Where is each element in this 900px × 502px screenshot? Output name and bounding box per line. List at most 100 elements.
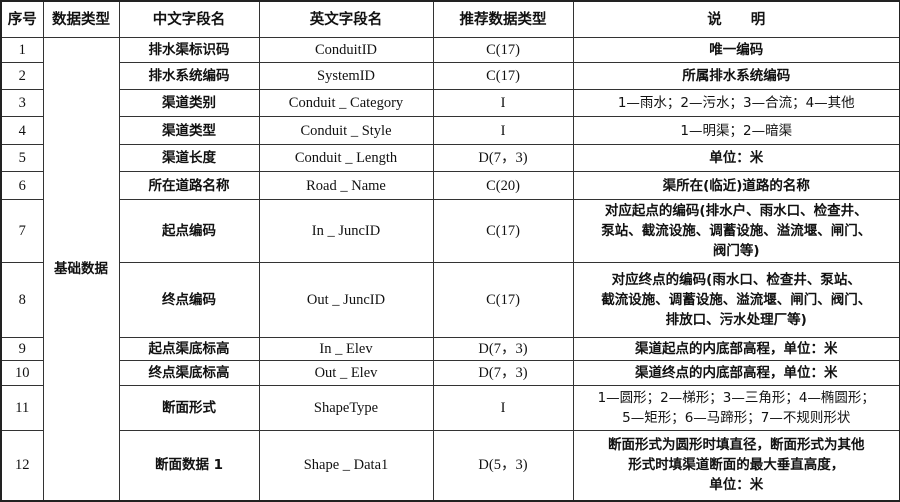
- row-number: 11: [0, 385, 44, 431]
- row-number: 4: [0, 116, 44, 145]
- chinese-field-name: 终点编码: [118, 262, 260, 338]
- description-line: 1—明渠；2—暗渠: [680, 122, 793, 139]
- recommended-data-type: D(7，3): [432, 337, 574, 361]
- table-row: 7 起点编码 In _ JuncID C(17) 对应起点的编码(排水户、雨水口、检查井…: [0, 199, 900, 263]
- description: 1—圆形；2—梯形；3—三角形；4—椭圆形； 5—矩形；6—马蹄形；7—不规则形状: [572, 385, 900, 431]
- description-line: 渠所在(临近)道路的名称: [662, 177, 810, 194]
- english-field-name: Shape _ Data1: [258, 430, 434, 501]
- description-line: 5—矩形；6—马蹄形；7—不规则形状: [622, 410, 851, 426]
- description-line: 所属排水系统编码: [682, 68, 791, 84]
- row-number: 3: [0, 89, 44, 117]
- description-line: 对应终点的编码(雨水口、检查井、泵站、: [611, 272, 861, 288]
- description: 渠道起点的内底部高程，单位：米: [572, 337, 900, 361]
- chinese-field-name: 渠道长度: [118, 144, 260, 172]
- description-line: 1—雨水；2—污水；3—合流；4—其他: [617, 95, 855, 111]
- chinese-field-name: 所在道路名称: [118, 171, 260, 200]
- description-line: 排放口、污水处理厂等): [665, 312, 807, 328]
- description-line: 阀门等): [712, 243, 760, 259]
- recommended-data-type: I: [432, 89, 574, 117]
- description: 唯一编码: [572, 37, 900, 63]
- recommended-data-type: C(17): [432, 37, 574, 63]
- chinese-field-name: 渠道类型: [118, 116, 260, 145]
- header-description: 说 明: [572, 0, 900, 38]
- description: 1—雨水；2—污水；3—合流；4—其他: [572, 89, 900, 117]
- description: 渠所在(临近)道路的名称: [572, 171, 900, 200]
- chinese-field-name: 起点编码: [118, 199, 260, 263]
- english-field-name: Road _ Name: [258, 171, 434, 200]
- english-field-name: In _ JuncID: [258, 199, 434, 263]
- table-row: 2 排水系统编码 SystemID C(17) 所属排水系统编码: [0, 62, 900, 90]
- description: 对应终点的编码(雨水口、检查井、泵站、 截流设施、调蓄设施、溢流堰、闸门、阀门、排…: [572, 262, 900, 338]
- description-line: 形式时填渠道断面的最大垂直高度，: [628, 457, 845, 474]
- chinese-field-name: 起点渠底标高: [118, 337, 260, 361]
- description: 单位：米: [572, 144, 900, 172]
- english-field-name: Out _ JuncID: [258, 262, 434, 338]
- row-number: 7: [0, 199, 44, 263]
- recommended-data-type: C(17): [432, 262, 574, 338]
- header-en-name: 英文字段名: [258, 0, 434, 38]
- english-field-name: ShapeType: [258, 385, 434, 431]
- table-row: 8 终点编码 Out _ JuncID C(17) 对应终点的编码(雨水口、检查井、泵站…: [0, 262, 900, 338]
- english-field-name: Conduit _ Style: [258, 116, 434, 145]
- english-field-name: Conduit _ Category: [258, 89, 434, 117]
- description-line: 泵站、截流设施、调蓄设施、溢流堰、闸门、: [601, 223, 872, 239]
- description-line: 1—圆形；2—梯形；3—三角形；4—椭圆形；: [597, 390, 875, 406]
- table-row: 12 断面数据 1 Shape _ Data1 D(5，3) 断面形式为圆形时填直径，断…: [0, 430, 900, 501]
- recommended-data-type: C(17): [432, 62, 574, 90]
- header-cn-name: 中文字段名: [118, 0, 260, 38]
- description-line: 渠道终点的内底部高程，单位：米: [635, 365, 838, 381]
- recommended-data-type: I: [432, 385, 574, 431]
- description: 1—明渠；2—暗渠: [572, 116, 900, 145]
- description: 对应起点的编码(排水户、雨水口、检查井、 泵站、截流设施、调蓄设施、溢流堰、闸门、…: [572, 199, 900, 263]
- row-number: 1: [0, 37, 44, 63]
- description-line: 断面形式为圆形时填直径，断面形式为其他: [608, 437, 865, 454]
- chinese-field-name: 渠道类别: [118, 89, 260, 117]
- description-line: 单位：米: [709, 150, 764, 166]
- chinese-field-name: 排水系统编码: [118, 62, 260, 90]
- chinese-field-name: 断面数据 1: [118, 430, 260, 501]
- header-row: 序号 数据类型 中文字段名 英文字段名 推荐数据类型 说 明: [0, 0, 900, 38]
- recommended-data-type: D(5，3): [432, 430, 574, 501]
- table-row: 1 基础数据 排水渠标识码 ConduitID C(17) 唯一编码: [0, 37, 900, 501]
- english-field-name: Out _ Elev: [258, 360, 434, 386]
- row-number: 12: [0, 430, 44, 501]
- description: 渠道终点的内底部高程，单位：米: [572, 360, 900, 386]
- header-data-type: 数据类型: [42, 0, 120, 38]
- row-number: 5: [0, 144, 44, 172]
- description: 断面形式为圆形时填直径，断面形式为其他 形式时填渠道断面的最大垂直高度， 单位：米: [572, 430, 900, 501]
- english-field-name: Conduit _ Length: [258, 144, 434, 172]
- table-row: 9 起点渠底标高 In _ Elev D(7，3) 渠道起点的内底部高程，单位：米: [0, 337, 900, 361]
- row-number: 6: [0, 171, 44, 200]
- description-line: 唯一编码: [709, 42, 764, 58]
- chinese-field-name: 排水渠标识码: [118, 37, 260, 63]
- recommended-data-type: D(7，3): [432, 360, 574, 386]
- english-field-name: ConduitID: [258, 37, 434, 63]
- table-row: 11 断面形式 ShapeType I 1—圆形；2—梯形；3—三角形；4—椭圆形； 5—…: [0, 385, 900, 431]
- recommended-data-type: I: [432, 116, 574, 145]
- row-number: 9: [0, 337, 44, 361]
- description-line: 渠道起点的内底部高程，单位：米: [635, 341, 838, 357]
- table-row: 10 终点渠底标高 Out _ Elev D(7，3) 渠道终点的内底部高程，单位：米: [0, 360, 900, 386]
- row-number: 2: [0, 62, 44, 90]
- description-line: 截流设施、调蓄设施、溢流堰、闸门、阀门、: [601, 292, 872, 308]
- chinese-field-name: 断面形式: [118, 385, 260, 431]
- english-field-name: In _ Elev: [258, 337, 434, 361]
- row-number: 10: [0, 360, 44, 386]
- description-line: 单位：米: [709, 477, 764, 494]
- description: 所属排水系统编码: [572, 62, 900, 90]
- english-field-name: SystemID: [258, 62, 434, 90]
- recommended-data-type: C(17): [432, 199, 574, 263]
- data-category-cell: 基础数据: [42, 37, 120, 501]
- recommended-data-type: C(20): [432, 171, 574, 200]
- header-no: 序号: [0, 0, 44, 38]
- table-row: 3 渠道类别 Conduit _ Category I 1—雨水；2—污水；3—合流；4…: [0, 89, 900, 117]
- table-row: 5 渠道长度 Conduit _ Length D(7，3) 单位：米: [0, 144, 900, 172]
- header-recommended-type: 推荐数据类型: [432, 0, 574, 38]
- table-row: 6 所在道路名称 Road _ Name C(20) 渠所在(临近)道路的名称: [0, 171, 900, 200]
- chinese-field-name: 终点渠底标高: [118, 360, 260, 386]
- row-number: 8: [0, 262, 44, 338]
- table-row: 4 渠道类型 Conduit _ Style I 1—明渠；2—暗渠: [0, 116, 900, 145]
- description-line: 对应起点的编码(排水户、雨水口、检查井、: [604, 203, 868, 219]
- recommended-data-type: D(7，3): [432, 144, 574, 172]
